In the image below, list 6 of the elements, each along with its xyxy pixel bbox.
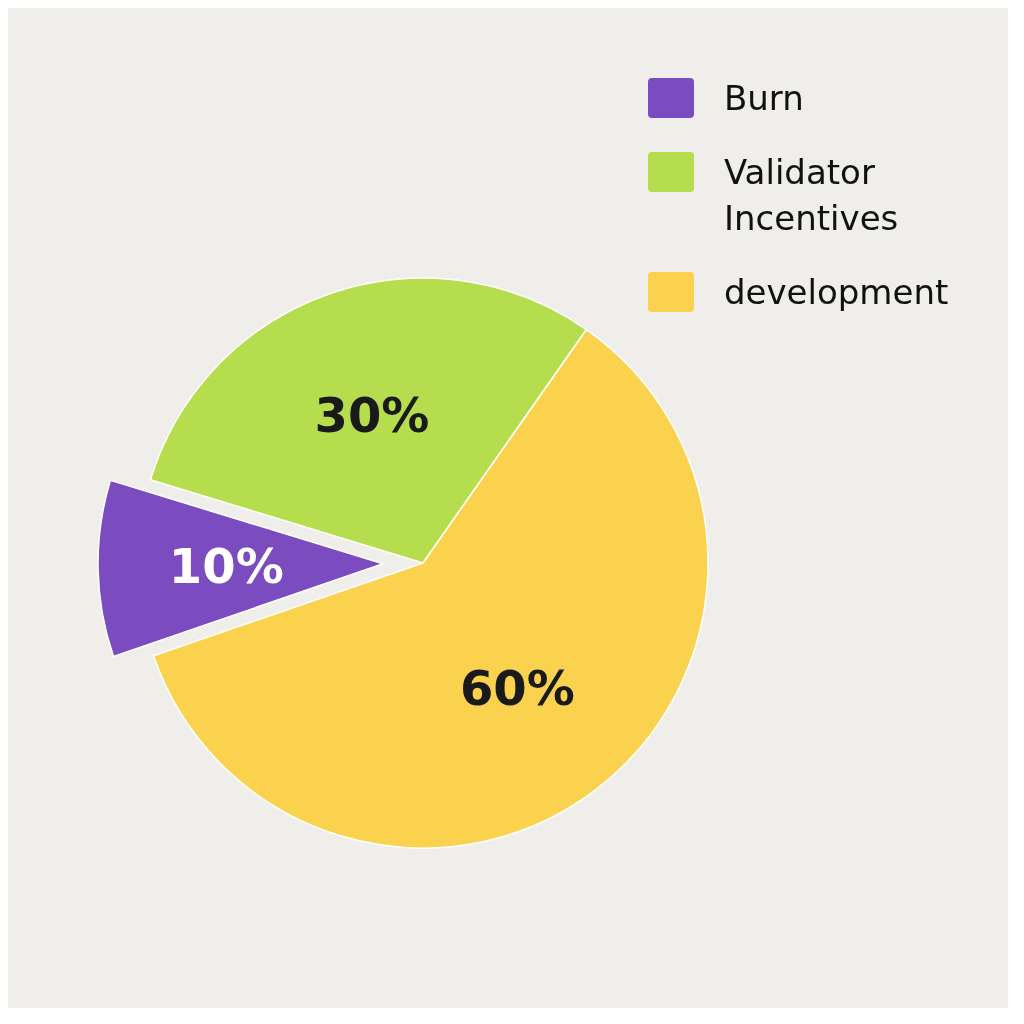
- legend-label: Validator Incentives: [724, 151, 899, 238]
- legend-label: development: [724, 271, 949, 312]
- data-label: 30%: [314, 386, 430, 443]
- legend-label: Burn: [724, 77, 804, 118]
- data-label: 60%: [459, 660, 575, 717]
- data-label: 10%: [168, 538, 284, 595]
